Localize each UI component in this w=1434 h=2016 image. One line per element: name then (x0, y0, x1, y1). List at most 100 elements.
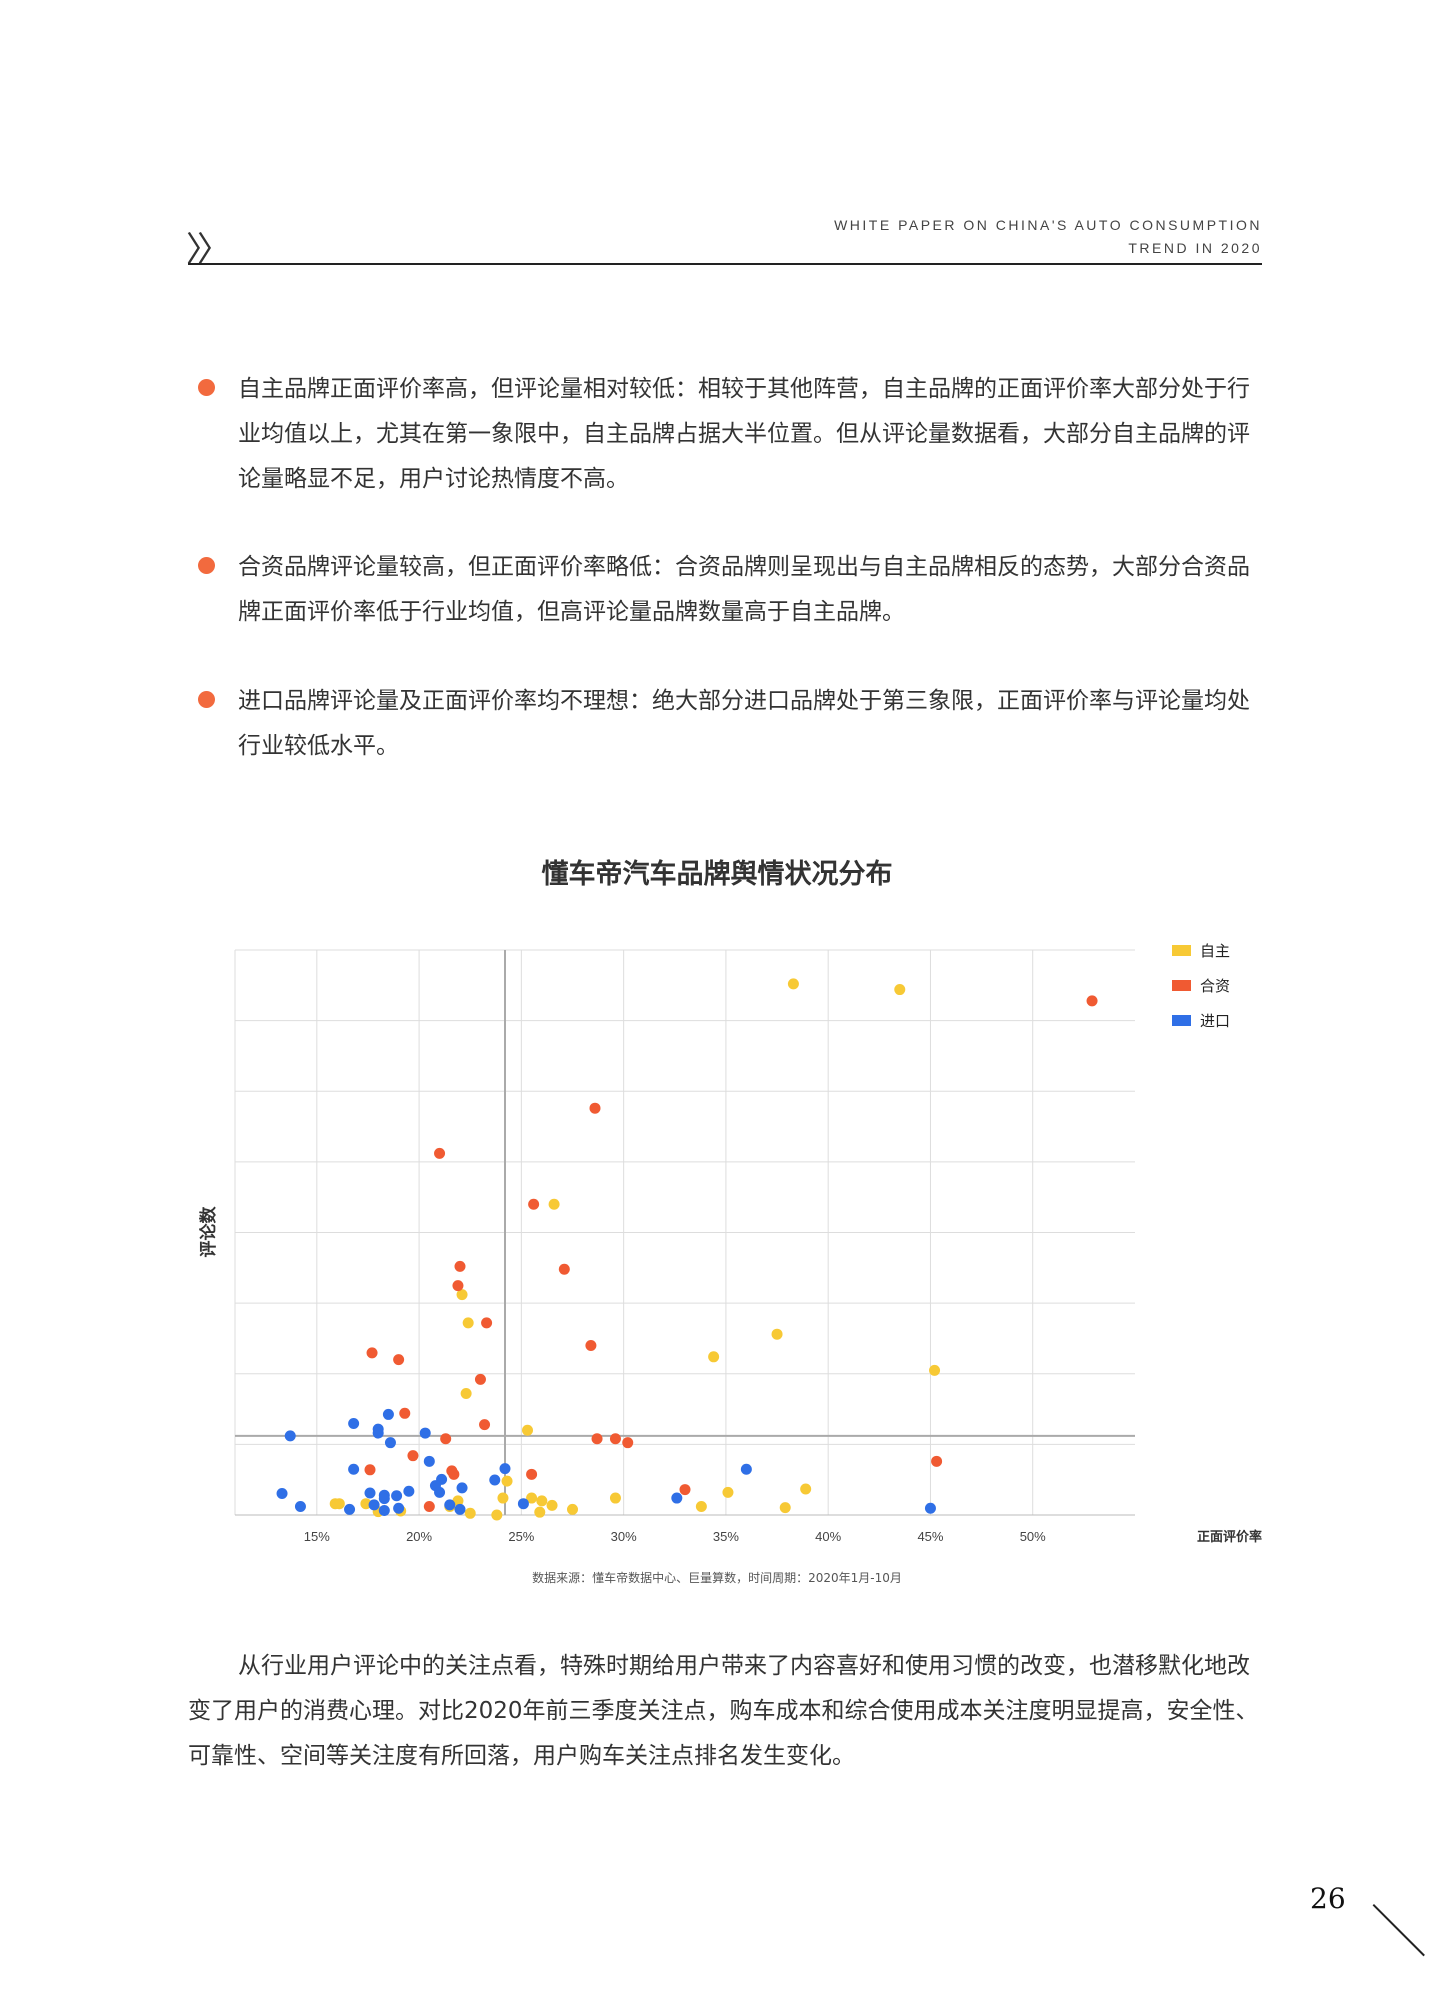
bullet-text: 合资品牌评论量较高，但正面评价率略低：合资品牌则呈现出与自主品牌相反的态势，大部… (238, 554, 1250, 625)
x-tick-label: 20% (406, 1529, 432, 1544)
x-tick-label: 25% (508, 1529, 534, 1544)
data-point (393, 1354, 405, 1366)
data-point (456, 1482, 468, 1494)
data-point (372, 1427, 384, 1439)
data-point (456, 1289, 468, 1301)
data-point (589, 1102, 601, 1114)
data-point (434, 1147, 446, 1159)
data-point (460, 1388, 472, 1400)
x-tick-label: 30% (611, 1529, 637, 1544)
data-point (800, 1483, 812, 1495)
page-corner-line (1372, 1904, 1425, 1957)
legend-swatch (1172, 1015, 1191, 1026)
data-point (522, 1424, 533, 1436)
data-point (671, 1492, 683, 1504)
data-point (448, 1468, 460, 1480)
data-point (567, 1503, 578, 1515)
x-tick-label: 15% (304, 1529, 330, 1544)
data-point (360, 1498, 372, 1510)
bullet-text: 进口品牌评论量及正面评价率均不理想：绝大部分进口品牌处于第三象限，正面评价率与评… (238, 688, 1250, 759)
data-point (499, 1463, 511, 1475)
data-point (517, 1498, 529, 1510)
data-point (364, 1464, 376, 1476)
data-point (384, 1437, 396, 1449)
x-tick-label: 35% (713, 1529, 739, 1544)
data-point (591, 1433, 603, 1445)
data-point (403, 1485, 415, 1497)
data-point (452, 1495, 464, 1507)
data-point (419, 1427, 431, 1439)
data-point (294, 1501, 306, 1513)
data-point (526, 1492, 538, 1504)
data-point (894, 984, 906, 996)
data-point (548, 1198, 560, 1210)
data-point (454, 1503, 466, 1515)
data-point (931, 1455, 943, 1467)
page-number: 26 (1310, 1882, 1346, 1915)
data-point (382, 1408, 394, 1420)
data-point (348, 1417, 360, 1429)
data-point (368, 1499, 380, 1511)
data-point (440, 1433, 452, 1445)
data-point (679, 1484, 691, 1496)
data-point (489, 1474, 501, 1486)
data-point (481, 1317, 493, 1329)
data-point (399, 1407, 411, 1419)
data-point (348, 1463, 360, 1475)
data-point (434, 1486, 446, 1498)
data-point (364, 1487, 376, 1499)
data-point (622, 1437, 634, 1449)
data-point (526, 1468, 538, 1480)
data-point (609, 1492, 621, 1504)
data-point (423, 1455, 435, 1467)
data-point (378, 1493, 390, 1505)
data-point (1086, 995, 1098, 1007)
data-point (609, 1433, 621, 1445)
data-point (779, 1502, 791, 1514)
data-point (787, 978, 799, 990)
data-point (491, 1509, 503, 1521)
data-point (452, 1280, 464, 1292)
legend-label: 自主 (1200, 942, 1230, 960)
data-point (474, 1373, 486, 1385)
data-point (284, 1430, 296, 1442)
data-point (462, 1317, 474, 1329)
data-point (454, 1260, 466, 1272)
bullet-item: 进口品牌评论量及正面评价率均不理想：绝大部分进口品牌处于第三象限，正面评价率与评… (188, 679, 1262, 769)
bullet-dot (198, 691, 215, 708)
data-point (771, 1328, 783, 1340)
data-point (366, 1347, 378, 1359)
header-rule (188, 263, 1262, 265)
data-point (558, 1263, 570, 1275)
x-tick-label: 40% (815, 1529, 841, 1544)
y-axis-label: 评论数 (198, 1206, 219, 1258)
data-point (534, 1506, 546, 1518)
data-point (423, 1501, 435, 1513)
data-point (722, 1486, 734, 1498)
header-title-line2: TREND IN 2020 (1128, 240, 1262, 256)
data-point (528, 1198, 540, 1210)
x-tick-label: 50% (1020, 1529, 1046, 1544)
x-tick-label: 45% (917, 1529, 943, 1544)
legend-label: 合资 (1200, 977, 1230, 995)
data-point (497, 1492, 509, 1504)
bullet-item: 合资品牌评论量较高，但正面评价率略低：合资品牌则呈现出与自主品牌相反的态势，大部… (188, 545, 1262, 635)
data-point (378, 1504, 390, 1516)
data-point (740, 1463, 752, 1475)
data-point (393, 1502, 405, 1514)
legend-swatch (1172, 980, 1191, 991)
data-point (276, 1488, 288, 1500)
data-point (501, 1475, 513, 1487)
data-point (929, 1364, 941, 1376)
data-point (407, 1450, 419, 1462)
data-point (546, 1499, 558, 1511)
data-point (333, 1498, 345, 1510)
data-point (695, 1501, 707, 1513)
bullet-item: 自主品牌正面评价率高，但评论量相对较低：相较于其他阵营，自主品牌的正面评价率大部… (188, 367, 1262, 502)
data-point (708, 1351, 720, 1363)
bullet-dot (198, 557, 215, 574)
data-point (444, 1499, 456, 1511)
bullet-dot (198, 379, 215, 396)
legend-swatch (1172, 945, 1191, 956)
